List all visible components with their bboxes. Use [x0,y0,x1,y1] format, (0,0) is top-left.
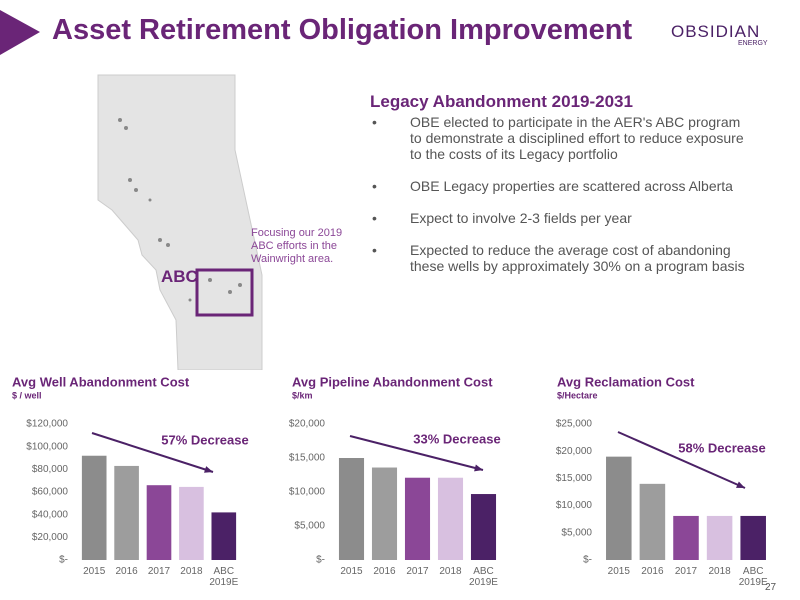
arrow-head [204,466,213,473]
y-tick-label: $- [316,555,325,566]
x-tick-label: 2015 [83,566,106,577]
chart: Avg Reclamation Cost$/Hectare $- $5,000 $10… [556,374,768,588]
x-tick-container: ABC 2019E [738,566,768,588]
x-tick-label: 2017 [406,566,429,577]
annotation: 57% Decrease [161,432,248,447]
title-mark [0,10,800,60]
y-tick-label: $- [59,555,68,566]
bar [146,485,172,560]
bar [706,515,733,560]
y-tick-label: $15,000 [289,453,326,464]
x-tick-container: ABC 2019E [209,566,239,588]
title: Asset Retirement Obligation Improvement [52,14,633,46]
bar [81,455,107,560]
bullet: OBE Legacy properties are scattered acro… [370,178,750,194]
chart-title: Avg Well Abandonment Cost [12,374,190,389]
section-title: Legacy Abandonment 2019-2031 [370,92,633,111]
chart-subtitle: $/km [292,390,313,400]
chart-subtitle: $/Hectare [557,390,598,400]
trend-arrow [349,435,484,471]
bar [114,465,139,560]
x-tick-label: 2018 [180,566,203,577]
bar [371,467,398,560]
x-tick-container: 2015 [607,566,630,577]
bar [673,515,699,560]
chart-title: Avg Pipeline Abandonment Cost [292,374,493,389]
logo: OBSIDIAN [671,22,761,41]
y-tick-label: $25,000 [556,419,593,430]
x-tick-container: 2017 [674,566,698,577]
bar [740,515,766,560]
x-tick-label: 2017 [674,566,698,577]
trend-arrow [91,432,214,473]
x-tick-label: 2015 [607,566,630,577]
y-tick-label: $10,000 [289,487,326,498]
y-tick-label: $80,000 [32,464,69,475]
bullet: Expect to involve 2-3 fields per year [370,210,750,226]
x-tick-container: ABC 2019E [469,566,498,588]
y-tick-label: $60,000 [32,487,69,498]
x-tick-label: ABC 2019E [209,566,239,588]
x-tick-container: 2015 [83,566,106,577]
x-tick-label: 2016 [373,566,396,577]
map-label: ABC [161,267,198,286]
bar [437,477,464,560]
x-tick-label: 2018 [708,566,731,577]
bar [338,458,365,560]
chart-subtitle: $ / well [12,390,42,400]
y-tick-label: $15,000 [556,473,593,484]
y-tick-label: $20,000 [556,446,593,457]
page-number: 27 [765,582,777,593]
y-tick-label: $5,000 [294,521,325,532]
chart: Avg Well Abandonment Cost$ / well $- $20,0… [12,374,249,588]
y-tick-label: $100,000 [26,441,68,452]
y-tick-label: $10,000 [556,500,593,511]
chart: Avg Pipeline Abandonment Cost$/km $- $5,00… [289,374,501,588]
bullet: Expected to reduce the average cost of a… [370,242,750,274]
x-tick-container: 2018 [180,566,203,577]
x-tick-label: 2015 [340,566,363,577]
bar [639,483,666,560]
x-tick-label: 2016 [115,566,138,577]
bar [470,494,497,560]
bar [179,486,204,560]
x-tick-label: ABC 2019E [469,566,498,588]
bullet: OBE elected to participate in the AER's … [370,114,750,162]
x-tick-container: 2017 [147,566,171,577]
chart-title: Avg Reclamation Cost [557,374,695,389]
y-tick-label: $40,000 [32,509,69,520]
x-tick-label: ABC 2019E [738,566,768,588]
trend-arrow [617,431,746,489]
map [97,74,263,370]
x-tick-container: 2015 [340,566,363,577]
y-tick-label: $- [583,555,592,566]
x-tick-label: 2017 [147,566,171,577]
y-tick-label: $5,000 [561,527,592,538]
annotation: 58% Decrease [678,440,765,455]
y-tick-label: $20,000 [32,532,69,543]
bullet-list: OBE elected to participate in the AER's … [370,114,750,290]
bar [404,477,431,560]
x-tick-label: 2016 [641,566,664,577]
bar [211,512,237,560]
x-tick-container: 2018 [439,566,462,577]
x-tick-container: 2016 [641,566,664,577]
logo-sub: ENERGY [738,40,768,47]
x-tick-container: 2016 [115,566,138,577]
bar [606,456,632,560]
arrow-head [474,464,483,472]
y-tick-label: $20,000 [289,419,326,430]
x-tick-label: 2018 [439,566,462,577]
arrow-head [736,481,745,488]
x-tick-container: 2017 [406,566,429,577]
annotation: 33% Decrease [413,431,500,446]
x-tick-container: 2016 [373,566,396,577]
x-tick-container: 2018 [708,566,731,577]
y-tick-label: $120,000 [26,419,68,430]
map-note: Focusing our 2019 ABC efforts in the Wai… [251,227,343,265]
